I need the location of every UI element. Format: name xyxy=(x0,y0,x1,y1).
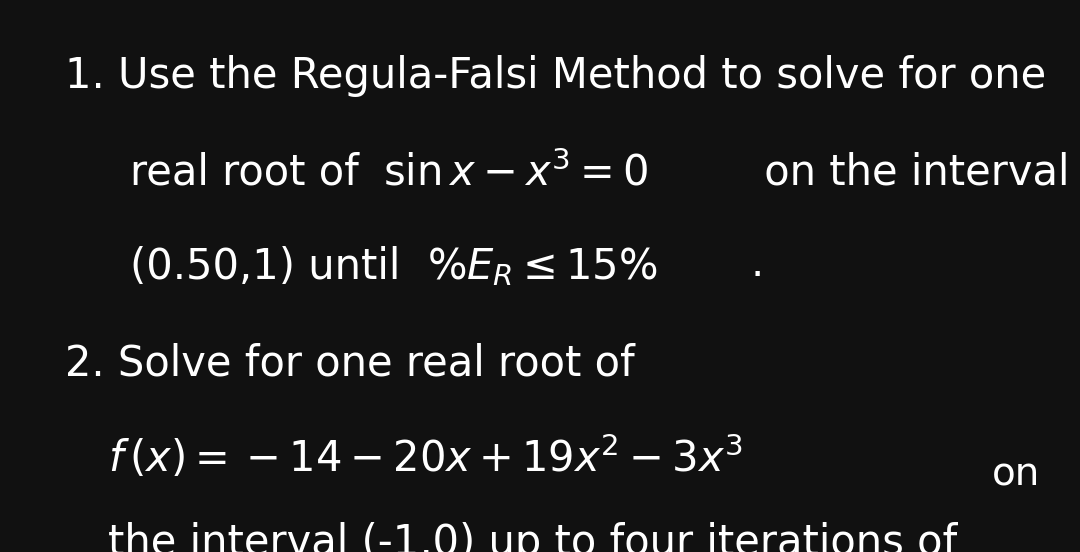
Text: on: on xyxy=(991,455,1040,493)
Text: $f\,(x) = -14 - 20x + 19x^2 - 3x^3$: $f\,(x) = -14 - 20x + 19x^2 - 3x^3$ xyxy=(108,433,743,481)
Text: on the interval: on the interval xyxy=(751,152,1069,194)
Text: $\sin x - x^3 = 0$: $\sin x - x^3 = 0$ xyxy=(383,152,649,194)
Text: $\%E_R \leq 15\%$: $\%E_R \leq 15\%$ xyxy=(427,246,657,289)
Text: the interval (-1,0) up to four iterations of: the interval (-1,0) up to four iteration… xyxy=(108,522,957,552)
Text: (0.50,1) until: (0.50,1) until xyxy=(130,246,414,288)
Text: real root of: real root of xyxy=(130,152,372,194)
Text: 2. Solve for one real root of: 2. Solve for one real root of xyxy=(65,342,635,384)
Text: .: . xyxy=(751,243,764,285)
Text: 1. Use the Regula-Falsi Method to solve for one: 1. Use the Regula-Falsi Method to solve … xyxy=(65,55,1047,97)
